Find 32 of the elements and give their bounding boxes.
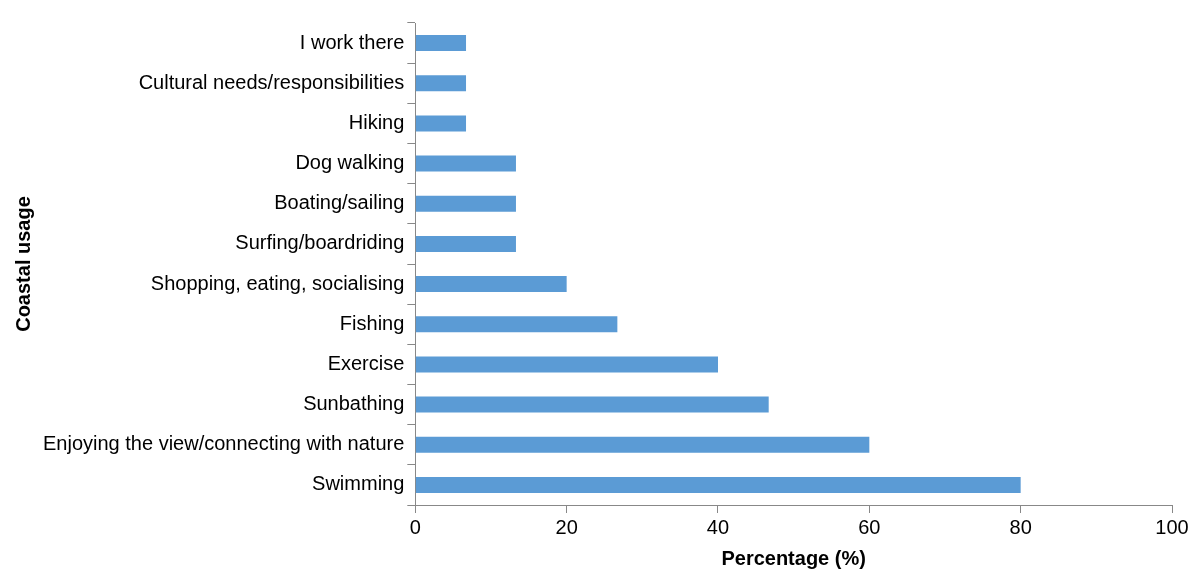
bar: [415, 35, 467, 52]
y-tick-label: Sunbathing: [303, 392, 405, 415]
bar: [415, 436, 870, 453]
x-tick-label: 60: [858, 515, 881, 538]
y-tick-label: Hiking: [348, 110, 405, 133]
x-tick-label: 0: [409, 515, 421, 538]
y-tick-label: Fishing: [339, 311, 405, 334]
y-tick-label: Dog walking: [295, 151, 405, 174]
y-axis-title: Coastal usage: [11, 196, 34, 332]
bar: [415, 316, 618, 333]
y-tick-label: Enjoying the view/connecting with nature: [43, 432, 405, 455]
x-tick-label: 80: [1009, 515, 1032, 538]
x-axis-title: Percentage (%): [721, 546, 866, 569]
bar: [415, 356, 718, 373]
bar: [415, 235, 516, 252]
y-tick-label: Shopping, eating, socialising: [150, 271, 405, 294]
y-tick-label: Boating/sailing: [274, 191, 405, 214]
bar: [415, 155, 516, 172]
bar: [415, 396, 769, 413]
x-tick-label: 40: [706, 515, 730, 538]
bar: [415, 115, 467, 132]
y-tick-label: I work there: [299, 30, 405, 53]
y-tick-label: Surfing/boardriding: [235, 231, 405, 254]
y-tick-label: Exercise: [327, 351, 405, 374]
bar: [415, 476, 1021, 493]
bar: [415, 195, 516, 212]
x-tick-label: 20: [555, 515, 578, 538]
y-tick-label: Swimming: [312, 472, 405, 495]
bar: [415, 276, 567, 293]
x-tick-label: 100: [1155, 515, 1189, 538]
bar: [415, 75, 467, 92]
y-tick-label: Cultural needs/responsibilities: [138, 70, 405, 93]
